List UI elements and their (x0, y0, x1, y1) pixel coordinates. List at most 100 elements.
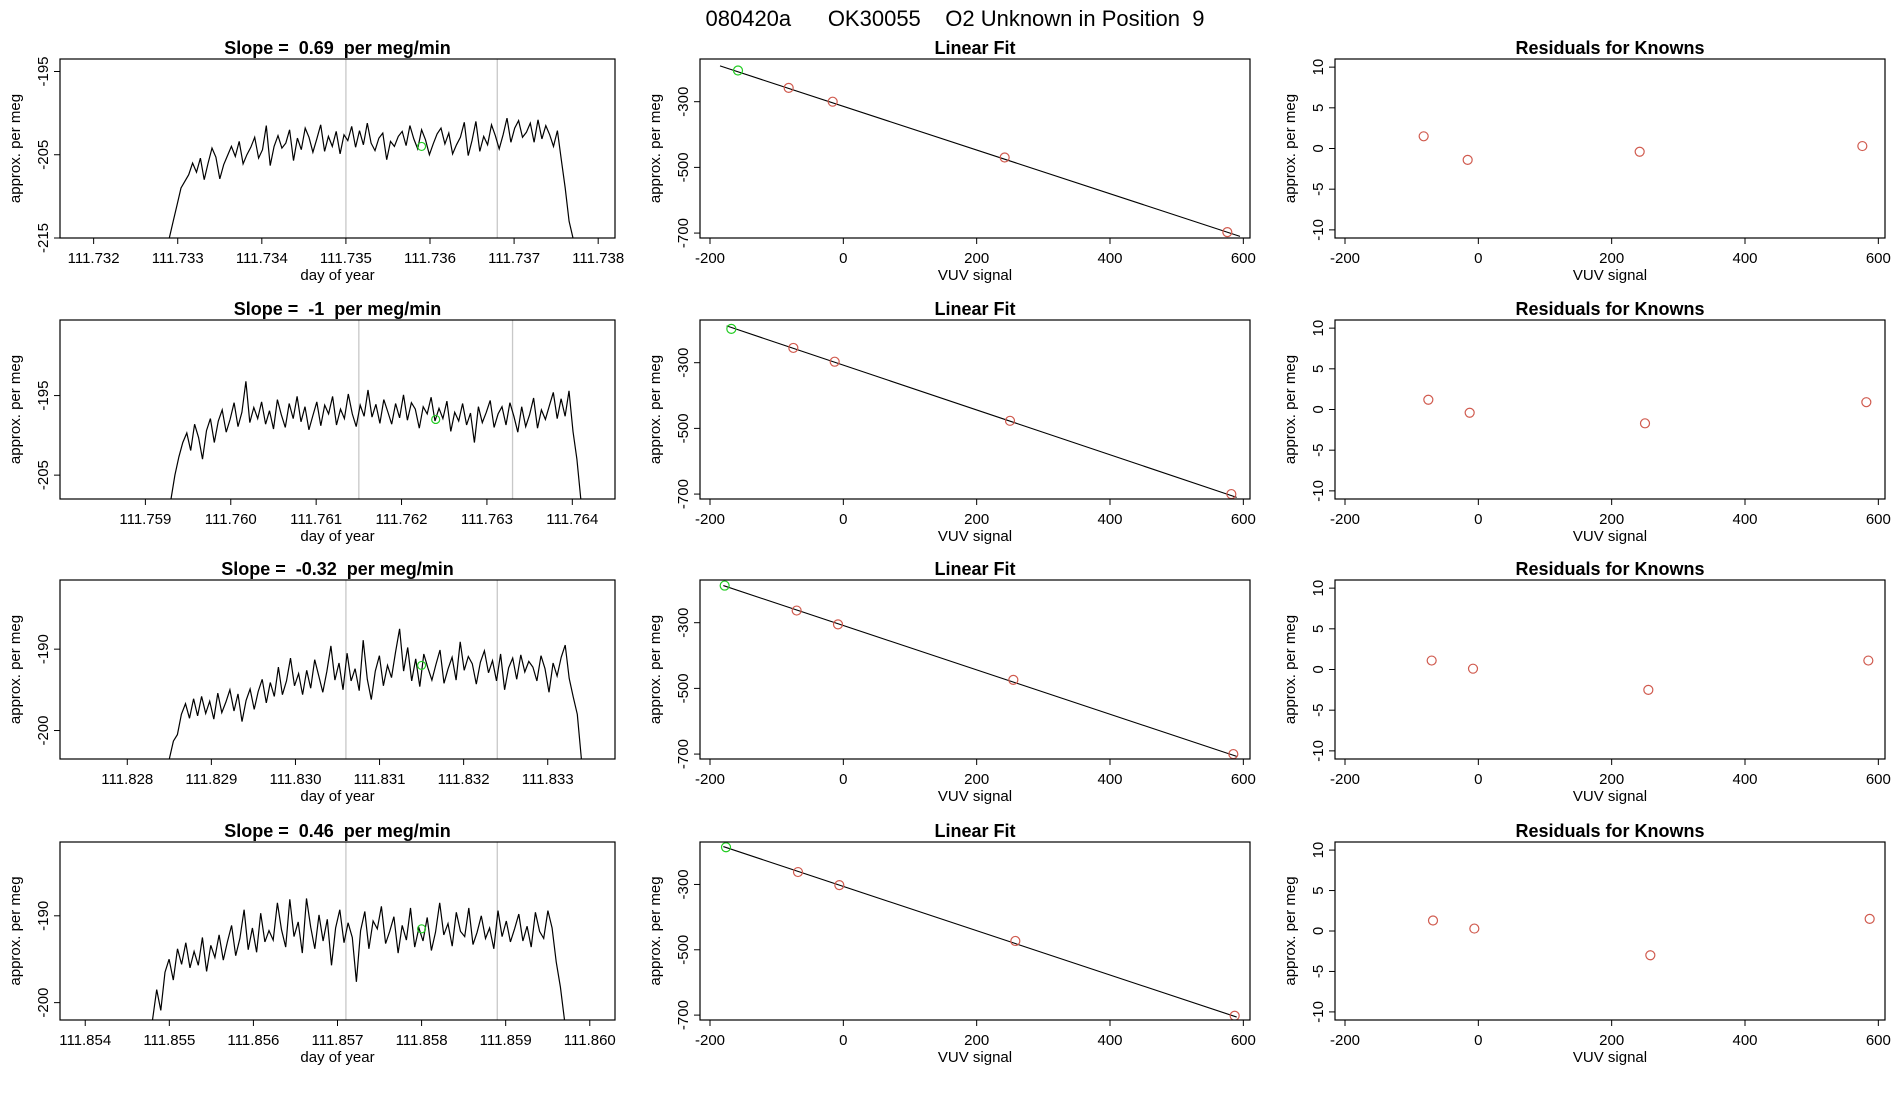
plot-frame (59, 841, 616, 1021)
panel-title: Slope = -1 per meg/min (234, 299, 442, 319)
x-tick-label: 600 (1866, 771, 1891, 788)
known-point (1423, 394, 1434, 405)
y-tick-label: -500 (675, 935, 692, 965)
series-line (168, 628, 582, 759)
x-tick-label: 111.828 (101, 771, 153, 788)
y-tick-label: -5 (1310, 965, 1327, 978)
unknown-point (732, 65, 744, 76)
known-point (1863, 655, 1874, 666)
x-tick-label: 600 (1231, 1032, 1256, 1049)
x-tick-label: 111.737 (488, 250, 540, 267)
x-tick-label: 111.858 (396, 1032, 448, 1049)
known-point (1643, 684, 1654, 695)
x-tick-label: 111.859 (480, 1032, 532, 1049)
x-tick-label: -200 (1330, 250, 1360, 267)
plot-frame (1334, 579, 1886, 760)
x-tick-label: 0 (1474, 511, 1482, 528)
plot-area (719, 65, 1241, 238)
x-tick-label: 200 (964, 1032, 989, 1049)
y-tick-label: -190 (35, 901, 52, 931)
x-axis-label: day of year (300, 788, 374, 805)
plot-area (1418, 131, 1868, 165)
x-axis-label: day of year (300, 267, 374, 284)
y-tick-label: 10 (1310, 580, 1327, 597)
known-point (832, 619, 844, 630)
x-tick-label: -200 (1330, 511, 1360, 528)
x-tick-label: 111.857 (312, 1032, 364, 1049)
known-point (1222, 226, 1233, 238)
panel-title: Residuals for Knowns (1515, 821, 1704, 841)
known-point (1464, 407, 1475, 418)
plot-area (1423, 394, 1872, 429)
x-tick-label: 111.762 (376, 511, 428, 528)
unknown-point (720, 842, 732, 853)
x-tick-label: 600 (1866, 511, 1891, 528)
unknown-point (726, 323, 737, 334)
known-point (1229, 1010, 1240, 1020)
x-tick-label: 111.832 (438, 771, 490, 788)
known-point (999, 152, 1010, 163)
y-axis-label: approx. per meg (1282, 94, 1299, 203)
x-tick-label: -200 (1330, 1032, 1360, 1049)
unknown-point (416, 660, 427, 671)
y-tick-label: -205 (35, 140, 52, 170)
known-point (1418, 131, 1429, 142)
x-axis-label: VUV signal (1573, 1049, 1647, 1066)
x-tick-label: 400 (1732, 250, 1757, 267)
x-axis-label: VUV signal (938, 528, 1012, 545)
y-tick-label: 5 (1310, 104, 1327, 112)
y-tick-label: 0 (1310, 144, 1327, 152)
x-tick-label: 0 (839, 1032, 847, 1049)
x-tick-label: 111.855 (143, 1032, 195, 1049)
panel-title: Linear Fit (934, 559, 1015, 579)
x-tick-label: 111.833 (522, 771, 574, 788)
x-axis-label: VUV signal (1573, 788, 1647, 805)
linear-fit-1-panel: Linear Fit -200 0 200 400 600 -300 -500 -700 VUV … (647, 38, 1256, 284)
series-line (170, 381, 582, 499)
linear-fit-3-panel: Linear Fit -200 0 200 400 600 -300 -500 -700 VUV … (647, 559, 1256, 805)
known-point (1469, 923, 1480, 934)
x-tick-label: 111.760 (205, 511, 257, 528)
y-tick-label: 10 (1310, 320, 1327, 337)
plot-frame (59, 319, 616, 500)
timeseries-3-panel: Slope = -0.32 per meg/min 111.828 111.829 1… (7, 559, 616, 805)
plot-area (726, 323, 1237, 499)
y-tick-label: -5 (1310, 704, 1327, 717)
y-tick-label: -215 (35, 223, 52, 253)
x-tick-label: 111.856 (227, 1032, 279, 1049)
x-tick-label: 600 (1231, 250, 1256, 267)
unknown-point (416, 924, 427, 934)
y-axis-label: approx. per meg (1282, 876, 1299, 985)
x-tick-label: 0 (839, 250, 847, 267)
panel-title: Residuals for Knowns (1515, 299, 1704, 319)
plot-area (719, 580, 1239, 759)
x-tick-label: 111.830 (269, 771, 321, 788)
plot-area (720, 842, 1240, 1020)
panel-title: Slope = 0.69 per meg/min (224, 38, 451, 58)
y-axis-label: approx. per meg (1282, 615, 1299, 724)
x-tick-label: 200 (1599, 1032, 1624, 1049)
y-tick-label: -200 (35, 988, 52, 1018)
x-tick-label: 111.735 (320, 250, 372, 267)
x-axis-label: VUV signal (1573, 267, 1647, 284)
x-tick-label: 0 (1474, 1032, 1482, 1049)
x-axis-label: VUV signal (938, 267, 1012, 284)
fit-line (723, 585, 1237, 757)
y-tick-label: -700 (675, 1000, 692, 1030)
x-tick-label: 400 (1097, 511, 1122, 528)
x-tick-label: 111.732 (68, 250, 120, 267)
x-tick-label: 111.831 (354, 771, 406, 788)
figure-title: 080420a OK30055 O2 Unknown in Position 9 (706, 6, 1205, 31)
x-tick-label: 111.854 (59, 1032, 111, 1049)
x-tick-label: -200 (695, 771, 725, 788)
known-point (1004, 415, 1016, 426)
y-axis-label: approx. per meg (647, 94, 664, 203)
y-tick-label: -10 (1310, 480, 1327, 502)
residuals-4-panel: Residuals for Knowns -200 0 200 400 600 10 5 0 -5… (1282, 821, 1891, 1066)
y-axis-label: approx. per meg (7, 94, 24, 203)
known-point (1467, 663, 1479, 674)
plot-area (168, 59, 574, 238)
y-tick-label: -10 (1310, 1001, 1327, 1023)
unknown-point (719, 580, 730, 591)
x-tick-label: 600 (1866, 250, 1891, 267)
